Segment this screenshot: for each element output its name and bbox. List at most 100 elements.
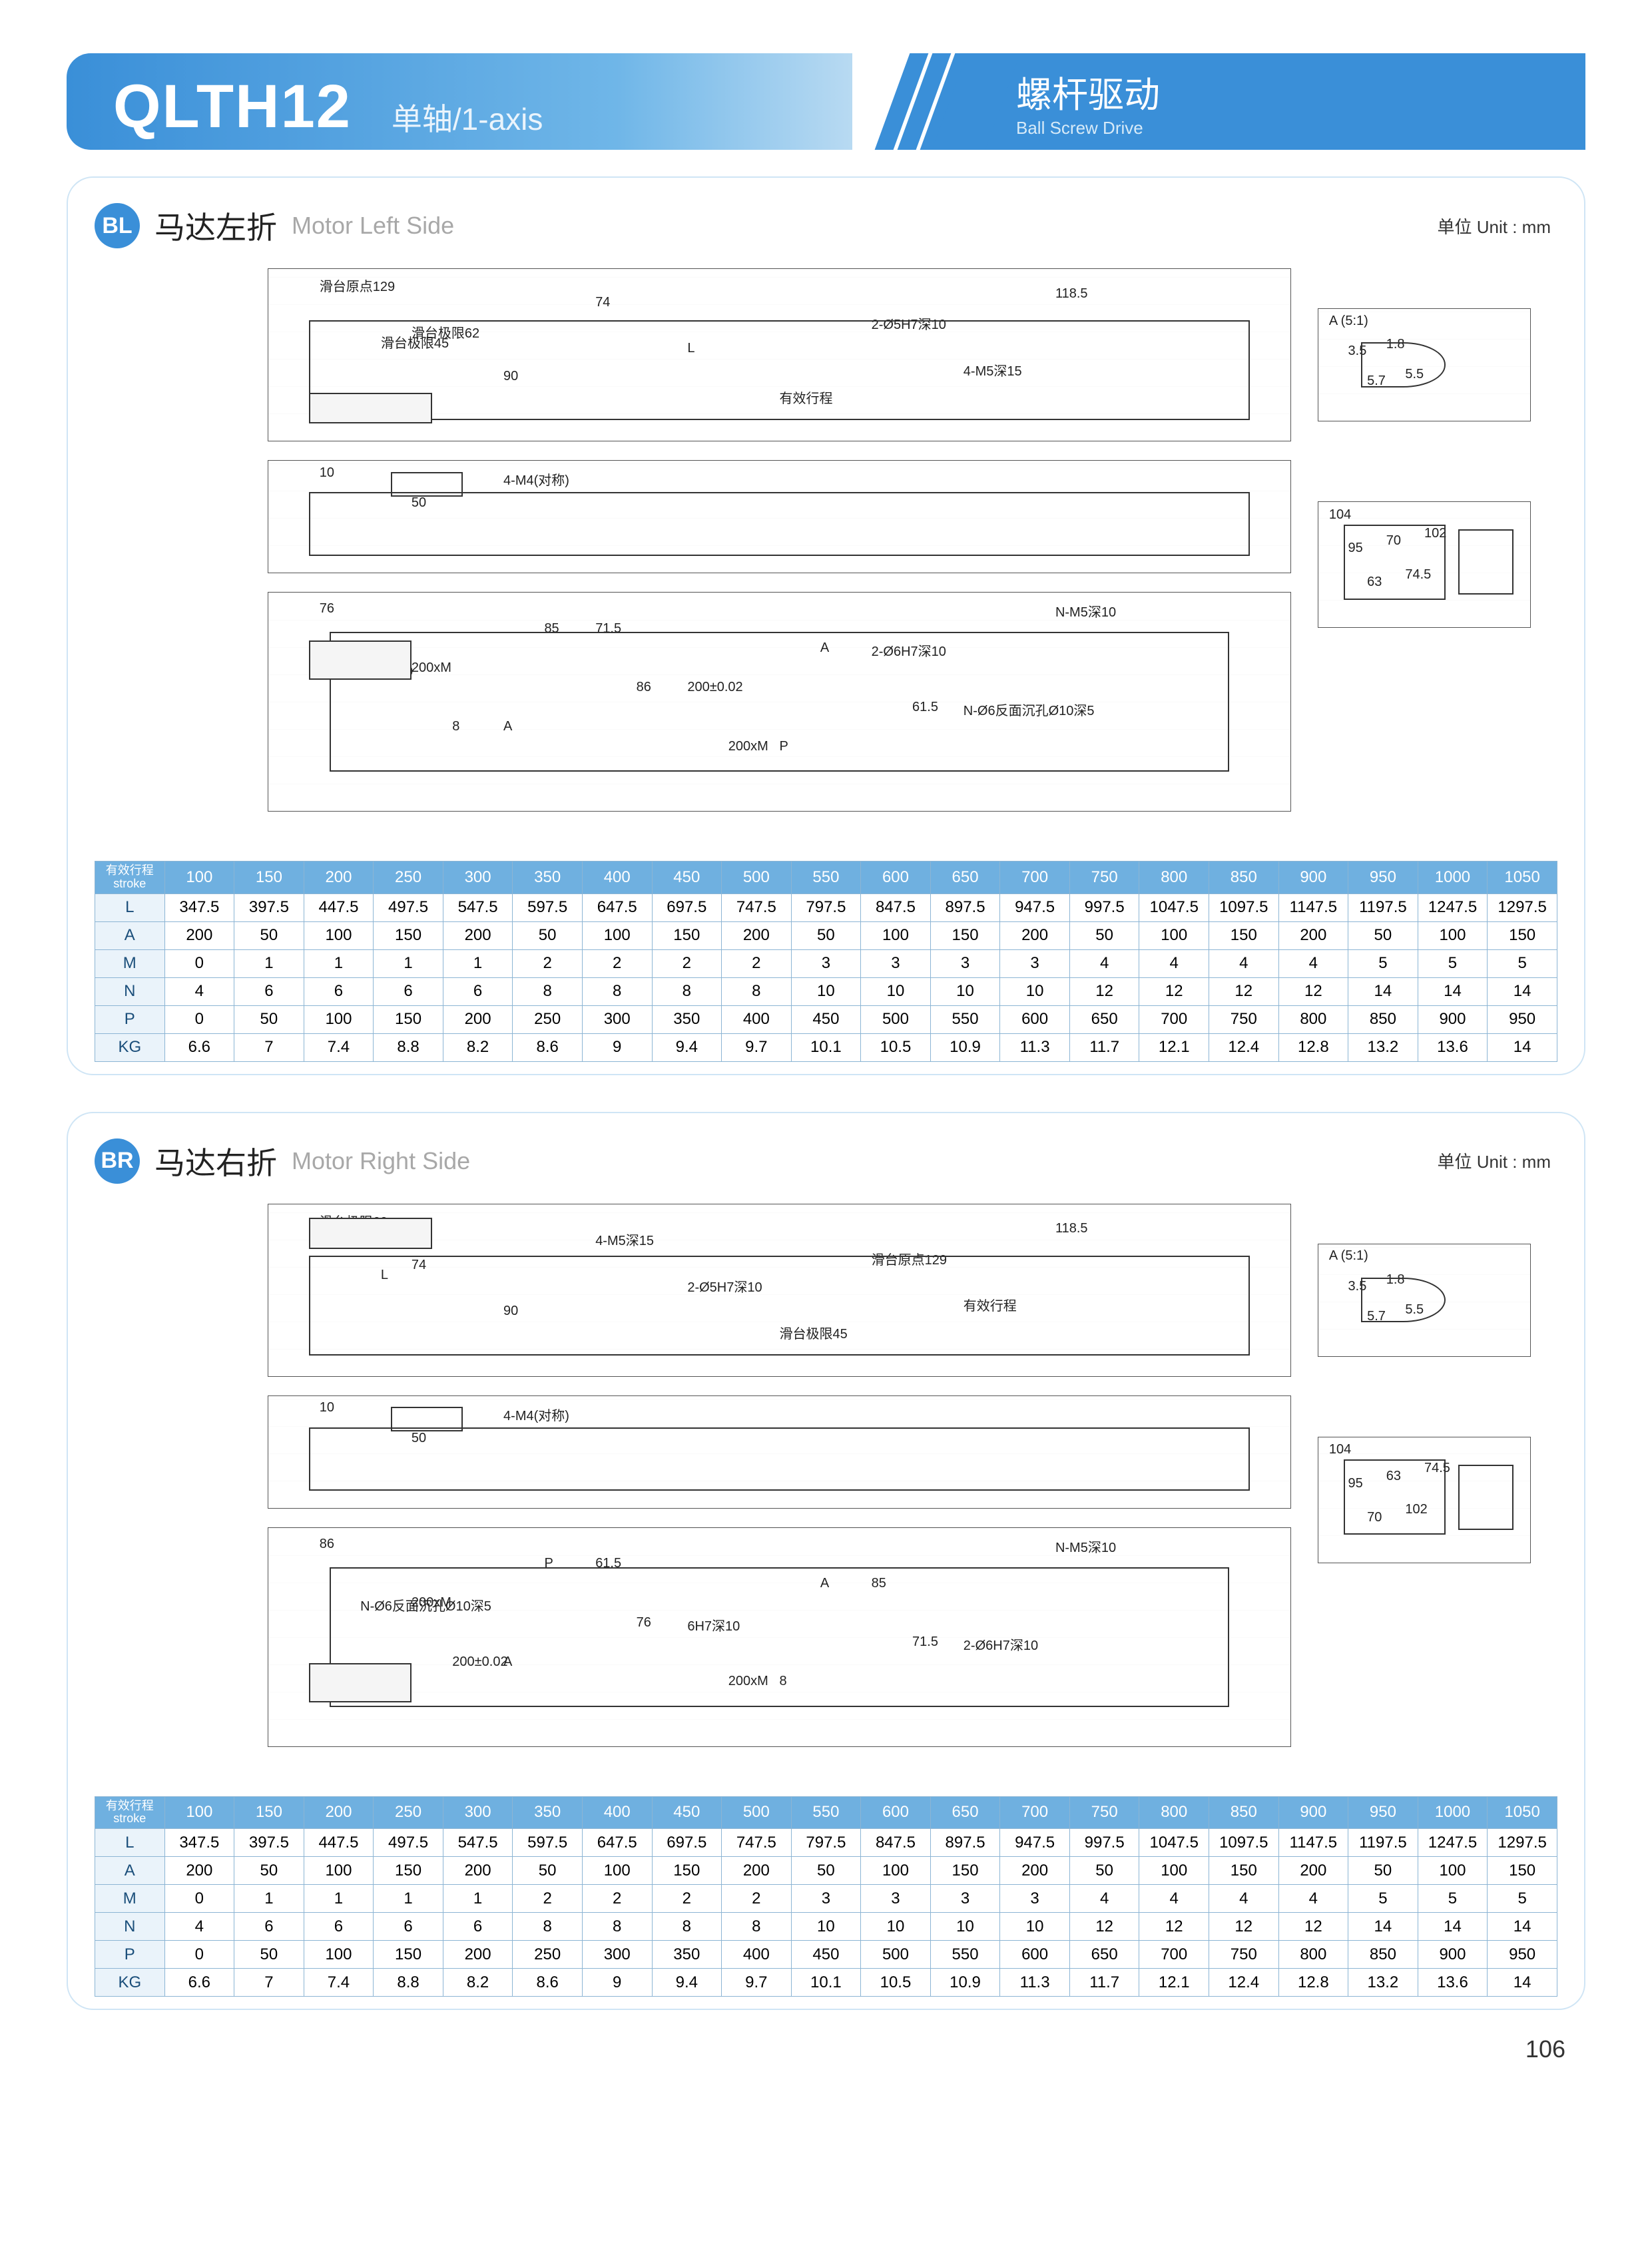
table-cell: 200: [722, 921, 792, 949]
table-cell: 8: [513, 977, 583, 1005]
dim-label: N-M5深10: [1055, 601, 1116, 621]
section-motor-right: BR 马达右折 Motor Right Side 单位 Unit : mm 滑台…: [67, 1112, 1585, 2011]
dim-label: 4-M5深15: [595, 1230, 654, 1249]
section-badge: BL: [95, 203, 140, 248]
table-header-cell: 250: [374, 862, 443, 894]
table-cell: 1: [374, 1885, 443, 1913]
dim-label: 118.5: [1055, 1221, 1088, 1236]
table-row: P050100150200250300350400450500550600650…: [95, 1005, 1557, 1033]
table-cell: 10: [930, 977, 1000, 1005]
table-cell: 100: [1418, 921, 1488, 949]
table-cell: 1047.5: [1139, 893, 1209, 921]
table-cell: 200: [164, 921, 234, 949]
table-cell: 797.5: [791, 1829, 861, 1857]
table-cell: 12.4: [1209, 1969, 1279, 1997]
table-cell: 12.8: [1278, 1033, 1348, 1061]
drawing-cross-section: 10495706310274.5: [1318, 1437, 1531, 1563]
table-cell: 50: [1348, 921, 1418, 949]
dim-label: 86: [320, 1537, 334, 1552]
table-cell: 2: [582, 1885, 652, 1913]
table-cell: 3: [930, 949, 1000, 977]
table-cell: 997.5: [1069, 1829, 1139, 1857]
header-left-banner: QLTH12 单轴/1-axis: [67, 53, 852, 150]
table-cell: 100: [1418, 1857, 1488, 1885]
table-cell: 50: [234, 1857, 304, 1885]
dim-label: 10: [320, 465, 334, 481]
table-row: KG6.677.48.88.28.699.49.710.110.510.911.…: [95, 1969, 1557, 1997]
table-cell: 697.5: [652, 893, 722, 921]
table-cell: 150: [1209, 921, 1279, 949]
table-cell: 12: [1069, 977, 1139, 1005]
table-cell: 0: [164, 1005, 234, 1033]
table-cell: 12.1: [1139, 1969, 1209, 1997]
table-cell: 12: [1278, 1913, 1348, 1941]
table-cell: 400: [722, 1005, 792, 1033]
table-cell: 350: [652, 1941, 722, 1969]
table-cell: 50: [513, 1857, 583, 1885]
table-cell: 2: [582, 949, 652, 977]
table-cell: 1097.5: [1209, 1829, 1279, 1857]
table-cell: 11.3: [1000, 1033, 1070, 1061]
table-header-cell: 200: [304, 1796, 374, 1829]
row-label: N: [95, 977, 165, 1005]
table-cell: 10: [791, 977, 861, 1005]
row-label: KG: [95, 1969, 165, 1997]
dim-label: 滑台原点129: [320, 276, 395, 295]
table-cell: 150: [374, 1857, 443, 1885]
table-cell: 6: [374, 977, 443, 1005]
drawing-side-view: 10504-M4(对称): [268, 460, 1291, 573]
table-cell: 100: [304, 1005, 374, 1033]
table-cell: 2: [722, 949, 792, 977]
table-cell: 6: [234, 1913, 304, 1941]
table-header-cell: 150: [234, 1796, 304, 1829]
table-cell: 647.5: [582, 1829, 652, 1857]
table-cell: 397.5: [234, 893, 304, 921]
section-header: BL 马达左折 Motor Left Side 单位 Unit : mm: [95, 203, 1557, 248]
table-row: P050100150200250300350400450500550600650…: [95, 1941, 1557, 1969]
table-cell: 4: [1209, 1885, 1279, 1913]
unit-label: 单位 Unit : mm: [1438, 1148, 1557, 1173]
table-cell: 5: [1418, 949, 1488, 977]
table-row: M01111222233334444555: [95, 1885, 1557, 1913]
table-cell: 997.5: [1069, 893, 1139, 921]
table-cell: 500: [861, 1941, 931, 1969]
unit-label: 单位 Unit : mm: [1438, 214, 1557, 238]
table-cell: 0: [164, 1941, 234, 1969]
table-cell: 747.5: [722, 893, 792, 921]
table-header-cell: 750: [1069, 862, 1139, 894]
table-cell: 50: [1348, 1857, 1418, 1885]
table-cell: 14: [1488, 1033, 1557, 1061]
table-cell: 14: [1488, 977, 1557, 1005]
table-cell: 150: [652, 1857, 722, 1885]
table-header-cell: 200: [304, 862, 374, 894]
table-cell: 597.5: [513, 1829, 583, 1857]
table-header-cell: 150: [234, 862, 304, 894]
table-cell: 5: [1348, 949, 1418, 977]
row-label: A: [95, 921, 165, 949]
table-cell: 700: [1139, 1941, 1209, 1969]
table-cell: 3: [861, 1885, 931, 1913]
table-cell: 650: [1069, 1005, 1139, 1033]
table-cell: 10: [861, 1913, 931, 1941]
table-header-cell: 350: [513, 862, 583, 894]
table-cell: 8.6: [513, 1969, 583, 1997]
table-cell: 647.5: [582, 893, 652, 921]
table-cell: 50: [1069, 1857, 1139, 1885]
table-cell: 3: [791, 1885, 861, 1913]
dim-label: N-M5深10: [1055, 1537, 1116, 1556]
table-cell: 0: [164, 949, 234, 977]
table-cell: 12: [1209, 1913, 1279, 1941]
table-cell: 4: [164, 977, 234, 1005]
table-cell: 200: [443, 1005, 513, 1033]
table-header-cell: 600: [861, 862, 931, 894]
table-header-stroke: 有效行程stroke: [95, 862, 165, 894]
table-cell: 3: [861, 949, 931, 977]
section-title-en: Motor Left Side: [292, 212, 454, 240]
table-cell: 150: [930, 921, 1000, 949]
table-cell: 6: [374, 1913, 443, 1941]
table-cell: 350: [652, 1005, 722, 1033]
table-cell: 12.8: [1278, 1969, 1348, 1997]
table-header-cell: 800: [1139, 862, 1209, 894]
table-header-cell: 950: [1348, 1796, 1418, 1829]
table-cell: 3: [930, 1885, 1000, 1913]
